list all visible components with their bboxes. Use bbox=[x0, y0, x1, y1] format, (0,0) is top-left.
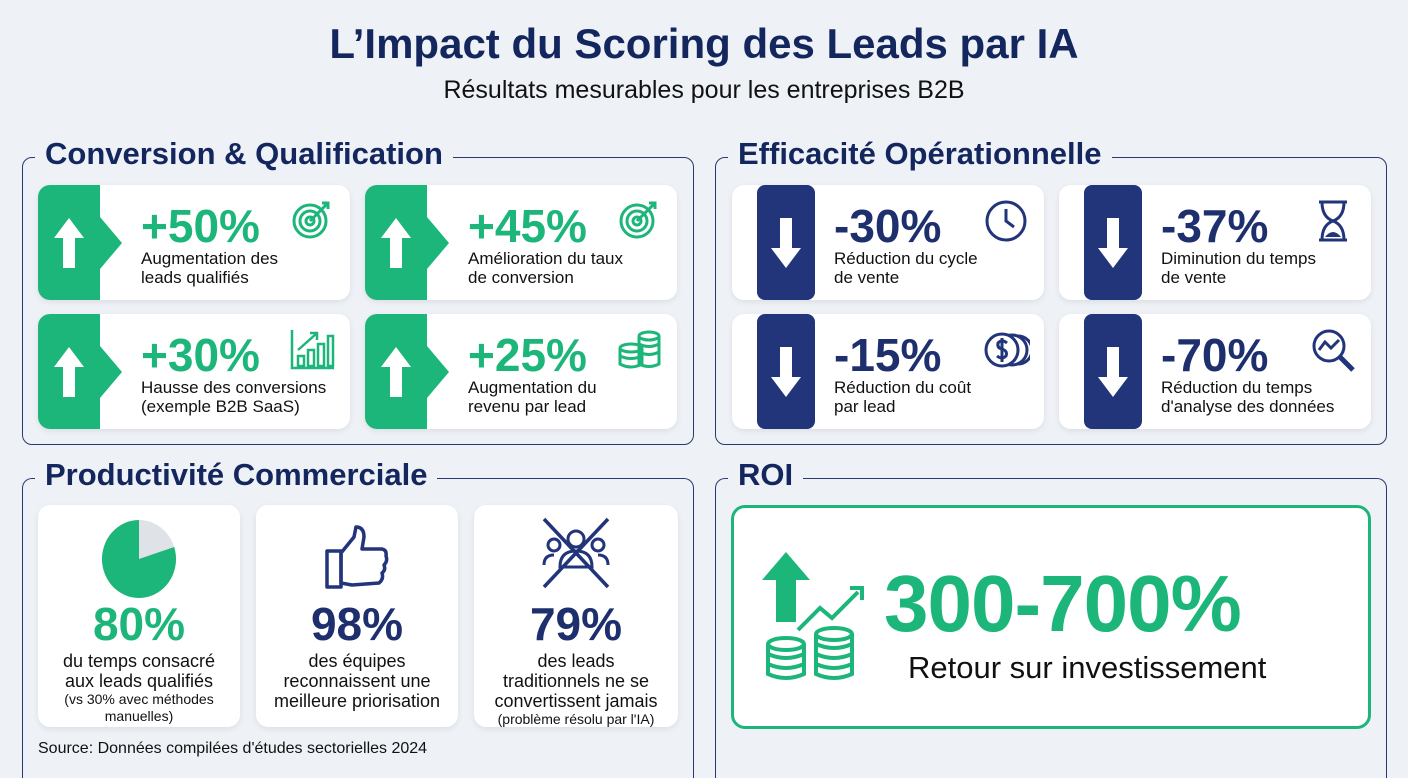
arrow-up-icon bbox=[54, 217, 84, 268]
stat-text-line: des leads bbox=[537, 651, 615, 671]
metric-card: -30% Réduction du cycle de vente bbox=[732, 185, 1044, 300]
section-roi: ROI bbox=[715, 457, 1387, 778]
stat-value: 79% bbox=[529, 598, 623, 650]
description-line: Hausse des conversions bbox=[141, 378, 327, 397]
arrow-up-icon bbox=[381, 217, 411, 268]
description-line: revenu par lead bbox=[468, 397, 587, 416]
description-line: Augmentation des bbox=[141, 249, 279, 268]
increase-indicator bbox=[365, 185, 449, 300]
stat-text: du temps consacré aux leads qualifiés (vs … bbox=[38, 651, 240, 725]
stat-text-line: aux leads qualifiés bbox=[64, 671, 214, 691]
increase-indicator bbox=[38, 314, 122, 429]
arrow-down-icon bbox=[771, 217, 801, 268]
section-title: Productivité Commerciale bbox=[35, 457, 438, 493]
roi-value: 300-700% bbox=[884, 559, 1242, 648]
description-line: Diminution du temps bbox=[1161, 249, 1316, 268]
metric-value: -30% bbox=[834, 200, 942, 252]
metric-card: +45% Amélioration du taux de conversion bbox=[365, 185, 677, 300]
metric-value: -15% bbox=[834, 329, 942, 381]
source-note: Source: Données compilées d'études secto… bbox=[38, 740, 428, 757]
metric-description: Réduction du cycle de vente bbox=[834, 249, 978, 287]
description-line: Amélioration du taux bbox=[468, 249, 623, 268]
description-line: Augmentation du bbox=[468, 378, 597, 397]
metric-description: Augmentation des leads qualifiés bbox=[141, 249, 278, 287]
roi-card: 300-700% Retour sur investissement bbox=[731, 505, 1371, 729]
stat-value: 80% bbox=[92, 598, 186, 650]
metric-value: +30% bbox=[141, 329, 260, 381]
metric-card: -37% Diminution du temps de vente bbox=[1059, 185, 1371, 300]
description-line: (exemple B2B SaaS) bbox=[141, 397, 300, 416]
description-line: Réduction du temps bbox=[1161, 378, 1313, 397]
stat-text: des équipes reconnaissent une meilleure p… bbox=[256, 651, 458, 711]
thumbs-up-icon bbox=[325, 525, 389, 589]
decrease-indicator bbox=[757, 185, 815, 300]
page-title: L’Impact du Scoring des Leads par IA bbox=[329, 20, 1079, 67]
metric-description: Diminution du temps de vente bbox=[1161, 249, 1316, 287]
metric-value: +45% bbox=[468, 200, 587, 252]
crossed-people-icon bbox=[542, 517, 610, 589]
arrow-down-icon bbox=[1098, 217, 1128, 268]
arrow-up-icon bbox=[54, 346, 84, 397]
metric-card: -70% Réduction du temps d'analyse des don… bbox=[1059, 314, 1371, 429]
metric-value: -37% bbox=[1161, 200, 1269, 252]
stat-text-line: traditionnels ne se convertissent jamais bbox=[494, 671, 658, 711]
metric-description: Augmentation du revenu par lead bbox=[468, 378, 597, 416]
metric-card: +50% Augmentation des leads qualifiés bbox=[38, 185, 350, 300]
decrease-indicator bbox=[1084, 185, 1142, 300]
description-line: Réduction du cycle bbox=[834, 249, 978, 268]
arrow-down-icon bbox=[771, 346, 801, 397]
metric-card: +25% Augmentation du revenu par lead bbox=[365, 314, 677, 429]
section-efficiency: Efficacité Opérationnelle bbox=[715, 136, 1387, 445]
section-title: ROI bbox=[728, 457, 804, 493]
increase-indicator bbox=[38, 185, 122, 300]
page-subtitle: Résultats mesurables pour les entreprise… bbox=[443, 76, 965, 104]
metric-description: Réduction du temps d'analyse des données bbox=[1161, 378, 1334, 416]
metric-description: Réduction du coût par lead bbox=[834, 378, 971, 416]
metric-value: -70% bbox=[1161, 329, 1269, 381]
description-line: leads qualifiés bbox=[141, 268, 249, 287]
stat-note: (problème résolu par l'IA) bbox=[497, 711, 655, 727]
roi-label: Retour sur investissement bbox=[908, 650, 1267, 685]
bar-chart-icon bbox=[290, 330, 335, 370]
target-icon bbox=[292, 201, 330, 239]
stat-card-teams: 98% des équipes reconnaissent une meilleu… bbox=[256, 505, 458, 727]
description-line: de vente bbox=[834, 268, 900, 287]
stat-text-line: des équipes bbox=[308, 651, 406, 671]
description-line: par lead bbox=[834, 397, 896, 416]
increase-indicator bbox=[365, 314, 449, 429]
metric-description: Hausse des conversions (exemple B2B SaaS) bbox=[141, 378, 326, 416]
metric-value: +25% bbox=[468, 329, 587, 381]
section-conversion: Conversion & Qualification bbox=[22, 136, 694, 445]
stat-card-time: 80% du temps consacré aux leads qualifiés… bbox=[38, 505, 240, 727]
hourglass-icon bbox=[1319, 200, 1347, 242]
clock-icon bbox=[985, 200, 1027, 242]
target-icon bbox=[619, 201, 657, 239]
stat-card-leads: 79% des leads traditionnels ne se convert… bbox=[474, 505, 678, 727]
arrow-down-icon bbox=[1098, 346, 1128, 397]
arrow-up-icon bbox=[381, 346, 411, 397]
metric-value: +50% bbox=[141, 200, 260, 252]
section-productivity: Productivité Commerciale bbox=[22, 457, 694, 778]
dollar-coins-icon bbox=[984, 332, 1030, 368]
growth-coins-icon bbox=[762, 552, 864, 680]
decrease-indicator bbox=[1084, 314, 1142, 429]
description-line: d'analyse des données bbox=[1161, 397, 1335, 416]
decrease-indicator bbox=[757, 314, 815, 429]
description-line: Réduction du coût bbox=[834, 378, 972, 397]
description-line: de vente bbox=[1161, 268, 1227, 287]
metric-card: -15% Réduction du coût par lead bbox=[732, 314, 1044, 429]
stat-note: (vs 30% avec méthodes manuelles) bbox=[64, 691, 214, 724]
section-title: Conversion & Qualification bbox=[35, 136, 453, 172]
metric-card: +30% Hausse des conversions (exemple B2B … bbox=[38, 314, 350, 429]
metric-description: Amélioration du taux de conversion bbox=[468, 249, 623, 287]
section-title: Efficacité Opérationnelle bbox=[728, 136, 1112, 172]
pie-chart-icon bbox=[102, 520, 176, 598]
stat-text-line: reconnaissent une meilleure priorisation bbox=[273, 671, 441, 711]
coins-icon bbox=[618, 330, 661, 369]
stat-text: des leads traditionnels ne se convertisse… bbox=[474, 651, 678, 728]
magnifier-chart-icon bbox=[1312, 329, 1355, 372]
stat-value: 98% bbox=[310, 598, 404, 650]
stat-text-line: du temps consacré bbox=[62, 651, 216, 671]
description-line: de conversion bbox=[468, 268, 574, 287]
